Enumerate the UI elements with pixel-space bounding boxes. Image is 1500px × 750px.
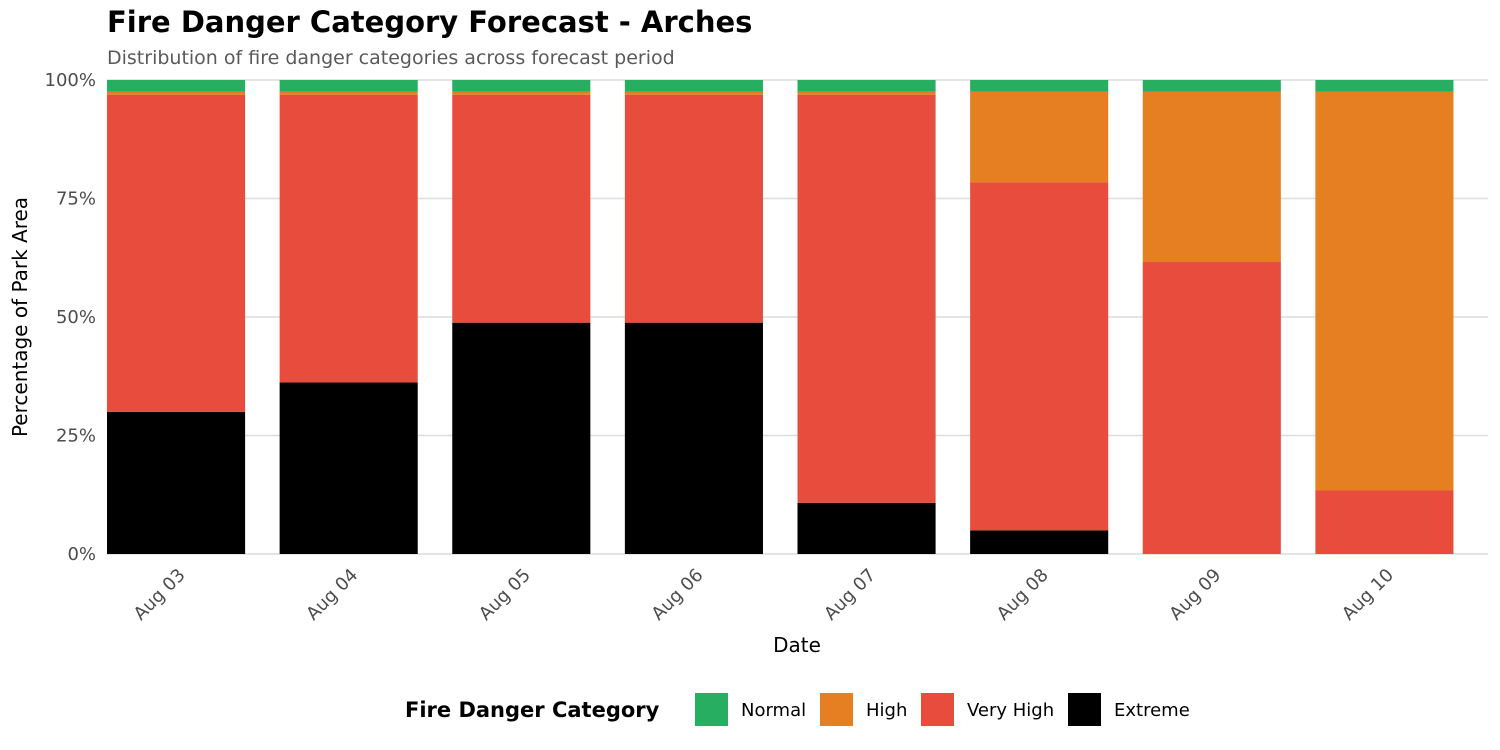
bar-extreme bbox=[797, 502, 936, 554]
bar-very-high bbox=[797, 94, 936, 503]
legend-swatch-normal bbox=[695, 693, 728, 726]
legend-label: High bbox=[866, 700, 907, 721]
bar-high bbox=[624, 91, 763, 95]
bar-normal bbox=[970, 80, 1109, 92]
bar-very-high bbox=[279, 94, 418, 383]
y-tick-label: 100% bbox=[45, 70, 96, 91]
legend-swatch-very-high bbox=[921, 693, 954, 726]
y-tick-label: 0% bbox=[67, 544, 96, 565]
legend-label: Normal bbox=[741, 700, 806, 721]
bar-extreme bbox=[279, 382, 418, 554]
x-tick-label: Aug 09 bbox=[1165, 565, 1225, 625]
bar-very-high bbox=[970, 182, 1109, 531]
bar-extreme bbox=[970, 530, 1109, 554]
legend-title: Fire Danger Category bbox=[405, 698, 660, 722]
x-tick-label: Aug 08 bbox=[993, 565, 1053, 625]
bar-normal bbox=[279, 80, 418, 92]
bar-high bbox=[797, 91, 936, 95]
y-tick-label: 25% bbox=[56, 426, 96, 447]
chart-subtitle: Distribution of fire danger categories a… bbox=[107, 47, 675, 69]
bar-normal bbox=[1315, 80, 1454, 92]
bar-extreme bbox=[107, 411, 246, 554]
bar-high bbox=[452, 91, 591, 95]
x-tick-label: Aug 06 bbox=[648, 565, 708, 625]
bar-very-high bbox=[624, 94, 763, 323]
x-tick-label: Aug 07 bbox=[820, 565, 880, 625]
y-axis-title: Percentage of Park Area bbox=[8, 197, 32, 437]
bar-high bbox=[970, 91, 1109, 183]
bar-high bbox=[107, 91, 246, 95]
x-axis-title: Date bbox=[773, 633, 821, 657]
y-axis-ticks: 0% 25% 50% 75% 100% bbox=[45, 70, 96, 565]
y-tick-label: 50% bbox=[56, 307, 96, 328]
bar-high bbox=[1142, 91, 1281, 263]
legend-swatch-extreme bbox=[1068, 693, 1101, 726]
bar-normal bbox=[797, 80, 936, 92]
bar-normal bbox=[1142, 80, 1281, 92]
legend: Fire Danger Category Normal High Very High… bbox=[405, 693, 1190, 726]
bar-normal bbox=[624, 80, 763, 92]
x-tick-label: Aug 10 bbox=[1338, 565, 1398, 625]
bar-very-high bbox=[1142, 262, 1281, 554]
legend-label: Very High bbox=[967, 700, 1054, 721]
bar-high bbox=[279, 91, 418, 95]
bar-high bbox=[1315, 91, 1454, 491]
bar-normal bbox=[107, 80, 246, 92]
bars bbox=[107, 80, 1454, 554]
legend-label: Extreme bbox=[1114, 700, 1190, 721]
chart-title: Fire Danger Category Forecast - Arches bbox=[107, 5, 752, 39]
x-axis-ticks: Aug 03 Aug 04 Aug 05 Aug 06 Aug 07 Aug 08 Aug … bbox=[130, 565, 1398, 625]
y-tick-label: 75% bbox=[56, 189, 96, 210]
x-tick-label: Aug 03 bbox=[130, 565, 190, 625]
bar-extreme bbox=[624, 322, 763, 554]
bar-very-high bbox=[452, 94, 591, 323]
x-tick-label: Aug 04 bbox=[302, 565, 362, 625]
bar-extreme bbox=[452, 322, 591, 554]
bar-very-high bbox=[1315, 490, 1454, 554]
bar-very-high bbox=[107, 94, 246, 412]
bar-normal bbox=[452, 80, 591, 92]
legend-swatch-high bbox=[820, 693, 853, 726]
x-tick-label: Aug 05 bbox=[475, 565, 535, 625]
